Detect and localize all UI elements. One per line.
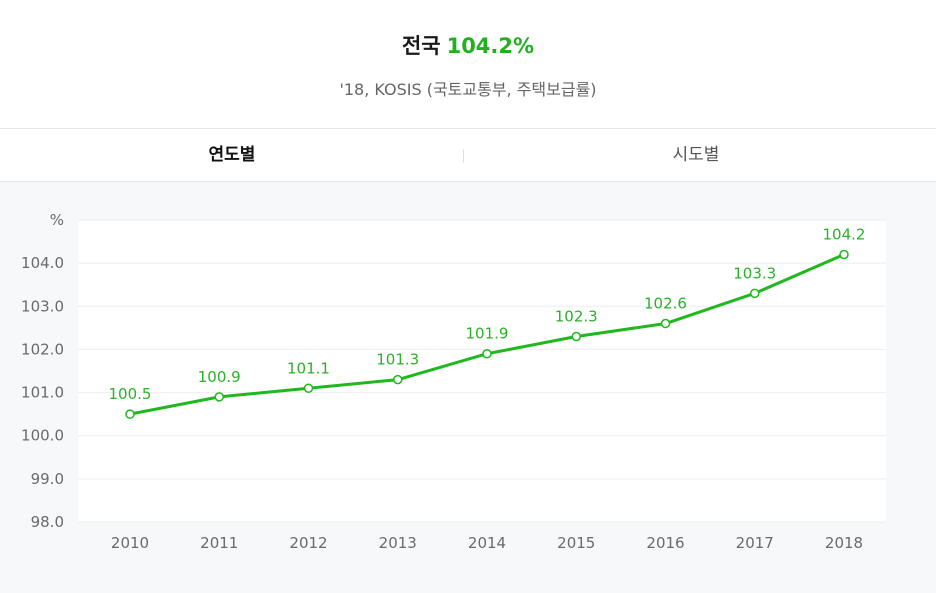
x-tick-label: 2017 [736, 534, 774, 552]
y-tick-label: 104.0 [21, 254, 64, 272]
data-label: 102.6 [644, 295, 687, 313]
source-caption: '18, KOSIS (국토교통부, 주택보급률) [339, 80, 597, 99]
x-tick-label: 2013 [379, 534, 417, 552]
data-point [125, 409, 135, 419]
data-point [482, 348, 492, 359]
data-label: 102.3 [555, 307, 598, 325]
data-label: 104.2 [823, 226, 866, 244]
y-tick-label: 100.0 [21, 427, 64, 445]
view-tabs: 연도별 시도별 [0, 128, 936, 182]
data-label: 101.3 [376, 351, 419, 369]
summary-title: 전국 104.2% [0, 30, 936, 60]
data-point [214, 392, 224, 402]
x-tick-label: 2016 [646, 534, 684, 552]
summary-value: 104.2% [446, 34, 535, 58]
x-tick-label: 2010 [111, 534, 149, 552]
data-label: 103.3 [733, 264, 776, 282]
region-name: 전국 [401, 34, 441, 58]
tab-divider [463, 149, 464, 163]
data-label: 101.9 [466, 325, 509, 343]
data-point [839, 249, 849, 260]
plot-background [78, 220, 886, 522]
y-tick-label: 98.0 [31, 513, 64, 531]
x-tick-label: 2018 [825, 534, 863, 552]
tab-by-year[interactable]: 연도별 [208, 145, 256, 165]
summary-header: 전국 104.2% '18, KOSIS (국토교통부, 주택보급률) [0, 0, 936, 128]
y-tick-label: 101.0 [21, 384, 64, 402]
line-chart: 98.0 99.0 100.0 101.0 102.0 103.0 104.0% 2010 20… [21, 211, 886, 552]
y-tick-label: 99.0 [31, 470, 64, 488]
data-point [393, 374, 403, 385]
y-axis-unit: % [50, 211, 64, 229]
tab-by-region[interactable]: 시도별 [672, 145, 720, 165]
data-label: 101.1 [287, 359, 330, 377]
data-point [750, 288, 760, 299]
data-label: 100.9 [198, 368, 241, 386]
x-tick-label: 2014 [468, 534, 506, 552]
y-tick-label: 103.0 [21, 297, 64, 315]
data-point [303, 383, 314, 394]
y-tick-label: 102.0 [21, 340, 64, 358]
x-tick-label: 2011 [200, 534, 238, 552]
data-label: 100.5 [109, 385, 152, 403]
data-point [660, 318, 671, 329]
data-point [571, 331, 581, 342]
x-tick-label: 2015 [557, 534, 595, 552]
x-tick-label: 2012 [289, 534, 327, 552]
